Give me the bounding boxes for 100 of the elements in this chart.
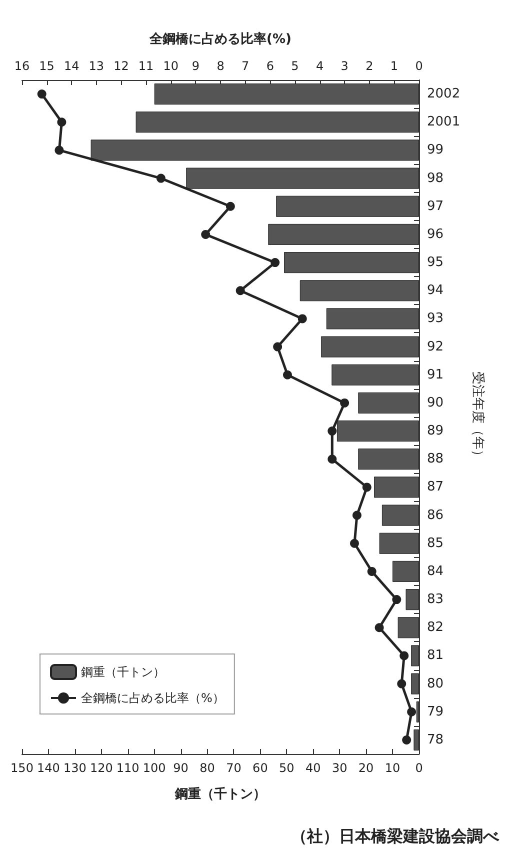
x-tick-label: 130 (63, 761, 86, 775)
x-tick-label: 10 (384, 761, 400, 775)
legend-label: 全鋼橋に占める比率（%） (81, 691, 224, 705)
point (54, 146, 64, 155)
y-tick-label: 2001 (427, 114, 460, 130)
x2-tick-label: 3 (340, 59, 348, 73)
y-tick-label: 84 (427, 564, 444, 579)
x2-tick-label: 6 (266, 59, 274, 73)
x2-tick-label: 12 (114, 59, 129, 73)
point (37, 90, 46, 99)
x2-tick-label: 15 (39, 59, 54, 73)
x2-tick-label: 7 (241, 59, 250, 73)
bar (392, 560, 419, 582)
point (367, 566, 376, 576)
bar (382, 504, 419, 526)
point (407, 707, 416, 716)
y-tick-label: 94 (427, 283, 444, 298)
x-tick-label: 60 (252, 761, 268, 775)
text: （社）日本橋梁建設協会調べ (291, 826, 500, 846)
x-tick-label: 20 (358, 761, 374, 775)
point (201, 230, 210, 239)
x-tick-label: 90 (173, 761, 188, 775)
y-tick-label: 97 (427, 198, 444, 214)
y-axis-title: 受注年度（年） (470, 372, 486, 462)
x2-tick-label: 2 (366, 59, 374, 73)
x-tick-label: 50 (279, 761, 294, 775)
point (352, 510, 362, 520)
x2-tick-label: 11 (138, 59, 154, 73)
y-tick-label: 93 (427, 311, 444, 326)
x-tick-label: 80 (200, 761, 215, 775)
bar (406, 589, 419, 610)
y-tick-label: 96 (427, 226, 444, 242)
x2-tick-label: 13 (88, 59, 104, 73)
y-tick-label: 78 (427, 732, 444, 748)
point (362, 482, 372, 492)
bar (284, 252, 419, 274)
x2-tick-label: 0 (415, 59, 423, 73)
x-tick-label: 100 (142, 761, 166, 775)
x2-tick-label: 8 (216, 59, 224, 73)
y-tick-label: 95 (427, 255, 444, 270)
bar (332, 364, 419, 386)
y-tick-label: 83 (427, 592, 444, 608)
y-tick-label: 82 (427, 620, 444, 636)
x2-tick-label: 1 (390, 59, 398, 73)
point (283, 370, 292, 380)
legend-label: 鋼重（千トン） (81, 665, 165, 679)
y-tick-label: 98 (427, 170, 444, 186)
point (298, 314, 307, 324)
y-tick-label: 91 (427, 367, 444, 382)
bar (154, 84, 419, 105)
point (400, 651, 409, 660)
x-axis-title: 鋼重（千トン） (174, 786, 266, 802)
bar (358, 392, 419, 414)
point (328, 426, 337, 436)
point (402, 735, 412, 744)
x2-tick-label: 10 (163, 59, 179, 73)
y-tick-label: 79 (427, 704, 444, 720)
bar (276, 196, 419, 217)
y-tick-label: 89 (427, 424, 444, 439)
x2-axis-title: 全鋼橋に占める比率(%) (148, 31, 292, 47)
bar (326, 308, 419, 330)
y-tick-label: 86 (427, 508, 444, 523)
y-tick-label: 80 (427, 676, 444, 692)
x-tick-label: 140 (37, 761, 60, 775)
bar (300, 280, 419, 302)
x2-tick-label: 14 (64, 59, 80, 73)
bar (411, 645, 419, 666)
bar (398, 617, 419, 638)
y-tick-label: 87 (427, 480, 444, 495)
point (156, 174, 166, 183)
y-tick-label: 88 (427, 452, 444, 467)
x-tick-label: 0 (415, 761, 423, 775)
x2-tick-label: 5 (291, 59, 299, 73)
y-tick-label: 2002 (427, 86, 460, 102)
point (270, 258, 280, 268)
bar (414, 729, 419, 750)
y-tick-label: 90 (427, 395, 444, 410)
point (226, 202, 235, 211)
x-tick-label: 110 (116, 761, 140, 775)
bar (411, 673, 419, 694)
x-tick-label: 120 (90, 761, 113, 775)
x2-tick-label: 4 (316, 59, 324, 73)
point (350, 538, 359, 548)
x-tick-label: 150 (10, 761, 34, 775)
x2-tick-label: 16 (14, 59, 30, 73)
point (57, 118, 66, 127)
point (328, 454, 337, 464)
bar (136, 112, 419, 133)
bar (374, 476, 419, 498)
point (392, 595, 402, 604)
x-tick-label: 40 (305, 761, 321, 775)
bar (268, 224, 419, 245)
x-tick-label: 30 (332, 761, 348, 775)
bar (379, 532, 419, 554)
point (273, 342, 282, 352)
x2-tick-label: 9 (192, 59, 200, 73)
point (374, 623, 384, 632)
y-tick-label: 92 (427, 339, 444, 354)
bar (321, 336, 419, 358)
y-tick-label: 99 (427, 142, 444, 158)
